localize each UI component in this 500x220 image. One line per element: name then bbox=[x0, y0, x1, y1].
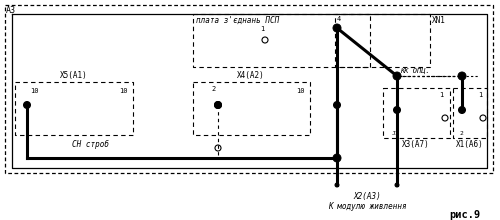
Text: СН строб: СН строб bbox=[72, 140, 108, 149]
Text: 4: 4 bbox=[337, 16, 341, 22]
Circle shape bbox=[458, 72, 466, 80]
Text: 2: 2 bbox=[212, 86, 216, 92]
Text: 1: 1 bbox=[478, 92, 482, 98]
Text: Х2(А3): Х2(А3) bbox=[353, 192, 381, 201]
Text: КК ОПЦ.: КК ОПЦ. bbox=[400, 68, 430, 74]
Text: рис.9: рис.9 bbox=[449, 210, 480, 220]
Text: А3: А3 bbox=[6, 6, 16, 15]
Circle shape bbox=[393, 72, 401, 80]
Text: Х4(А2): Х4(А2) bbox=[237, 71, 265, 80]
Circle shape bbox=[395, 183, 399, 187]
Circle shape bbox=[333, 154, 341, 162]
Text: Х1(А6): Х1(А6) bbox=[456, 140, 484, 149]
Circle shape bbox=[458, 106, 466, 114]
Text: 10: 10 bbox=[296, 88, 305, 94]
Text: 10: 10 bbox=[30, 88, 38, 94]
Circle shape bbox=[24, 101, 30, 108]
Text: 1: 1 bbox=[439, 92, 443, 98]
Text: Х3(А7): Х3(А7) bbox=[402, 140, 430, 149]
Circle shape bbox=[335, 183, 339, 187]
Circle shape bbox=[394, 106, 400, 114]
Circle shape bbox=[333, 24, 341, 32]
Text: J1: J1 bbox=[391, 131, 399, 136]
Text: ХN1: ХN1 bbox=[432, 16, 446, 25]
Text: 1: 1 bbox=[260, 26, 264, 32]
Text: 10: 10 bbox=[120, 88, 128, 94]
Circle shape bbox=[214, 101, 222, 108]
Text: Х5(А1): Х5(А1) bbox=[60, 71, 88, 80]
Text: плата з'єднань ПСП: плата з'єднань ПСП bbox=[196, 16, 279, 25]
Text: 2: 2 bbox=[459, 131, 463, 136]
Text: К модулю живлення: К модулю живлення bbox=[328, 202, 406, 211]
Circle shape bbox=[214, 101, 222, 108]
Circle shape bbox=[334, 101, 340, 108]
